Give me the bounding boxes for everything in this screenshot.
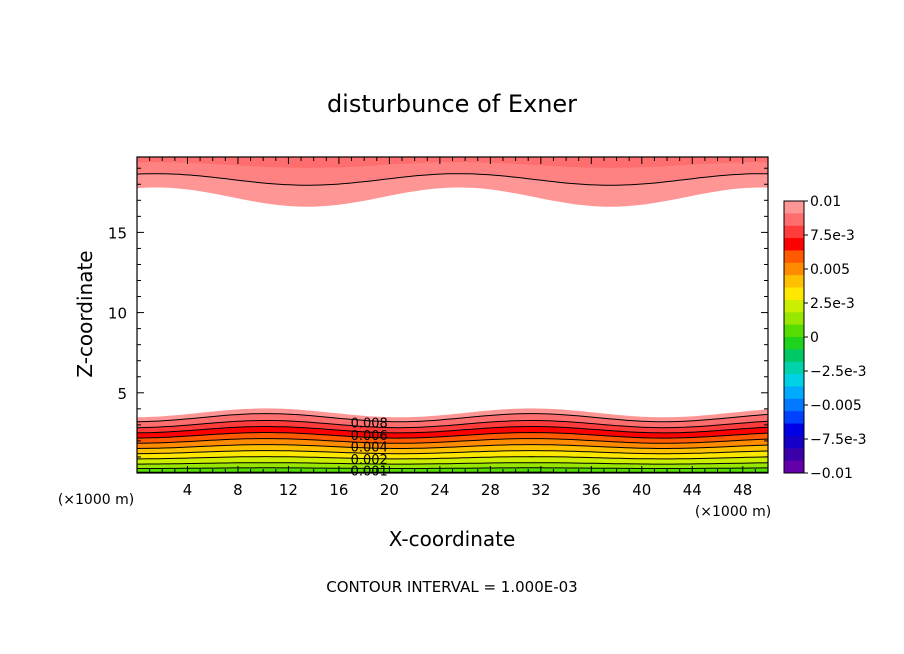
contour-line xyxy=(137,173,768,186)
contour-line xyxy=(137,456,768,460)
colorbar-segment xyxy=(784,213,804,227)
contour-label: 0.004 xyxy=(351,440,388,455)
x-axis-label: X-coordinate xyxy=(389,527,516,551)
contour-line xyxy=(137,438,768,444)
colorbar-segment xyxy=(784,287,804,301)
colorbar-label: −0.01 xyxy=(810,466,853,482)
colorbar: 0.01 7.5e-3 0.005 2.5e-3 0 −2.5e-3 −0.005 −7.5e… xyxy=(783,194,867,482)
colorbar-label: −2.5e-3 xyxy=(810,364,867,380)
colorbar-label: 2.5e-3 xyxy=(810,296,855,312)
contour-label: 0.001 xyxy=(351,464,388,479)
contour-band xyxy=(137,157,768,168)
colorbar-segment xyxy=(784,374,804,387)
colorbar-label: −7.5e-3 xyxy=(810,432,867,448)
colorbar-segment xyxy=(784,349,804,363)
x-tick-label: 12 xyxy=(279,481,298,499)
contour-line xyxy=(137,431,768,439)
colorbar-segment xyxy=(784,324,804,338)
contour-fill xyxy=(137,157,768,473)
contour-line xyxy=(137,467,768,469)
colorbar-segment xyxy=(784,337,804,350)
colorbar-segment xyxy=(784,262,804,276)
colorbar-segment xyxy=(784,312,804,326)
x-tick-label: 28 xyxy=(481,481,500,499)
contour-interval-footer: CONTOUR INTERVAL = 1.000E-03 xyxy=(326,578,577,596)
y-tick-label: 15 xyxy=(108,224,127,242)
contour-line xyxy=(137,413,768,423)
colorbar-segment xyxy=(784,448,804,462)
colorbar-segment xyxy=(784,460,804,474)
y-axis-label: Z-coordinate xyxy=(73,250,97,377)
colorbar-label: −0.005 xyxy=(810,398,862,414)
contour-line xyxy=(137,462,768,465)
colorbar-segment xyxy=(784,238,804,251)
colorbar-segment xyxy=(784,361,804,375)
colorbar-segment xyxy=(784,275,804,289)
colorbar-segment xyxy=(784,435,804,449)
x-tick-label: 24 xyxy=(430,481,449,499)
x-tick-label: 40 xyxy=(632,481,651,499)
x-tick-label: 16 xyxy=(329,481,348,499)
y-tick-label: 5 xyxy=(117,385,127,403)
colorbar-segment xyxy=(784,299,804,313)
x-unit-left: (×1000 m) xyxy=(58,492,134,508)
x-tick-label: 48 xyxy=(733,481,752,499)
colorbar-label: 7.5e-3 xyxy=(810,228,855,244)
contour-line xyxy=(137,450,768,455)
contour-label: 0.006 xyxy=(351,429,388,444)
x-tick-label: 8 xyxy=(233,481,243,499)
colorbar-segment xyxy=(784,423,804,437)
contour-label: 0.002 xyxy=(351,453,388,468)
x-tick-label: 4 xyxy=(183,481,193,499)
colorbar-label: 0 xyxy=(810,330,819,346)
contour-label: 0.008 xyxy=(351,416,388,431)
colorbar-segment xyxy=(784,250,804,264)
x-tick-label: 36 xyxy=(582,481,601,499)
x-tick-label: 20 xyxy=(380,481,399,499)
contour-line xyxy=(137,444,768,449)
colorbar-segment xyxy=(784,386,804,400)
colorbar-segment xyxy=(784,225,804,239)
x-tick-label: 44 xyxy=(683,481,702,499)
colorbar-segment xyxy=(784,398,804,412)
contour-line xyxy=(137,420,768,429)
x-unit-right: (×1000 m) xyxy=(695,504,771,520)
colorbar-label: 0.01 xyxy=(810,194,841,210)
colorbar-segment xyxy=(784,201,804,214)
x-tick-label: 32 xyxy=(531,481,550,499)
colorbar-label: 0.005 xyxy=(810,262,850,278)
chart-title: disturbunce of Exner xyxy=(327,90,577,118)
y-tick-label: 10 xyxy=(108,305,127,323)
colorbar-segment xyxy=(784,411,804,425)
contour-line xyxy=(137,426,768,434)
